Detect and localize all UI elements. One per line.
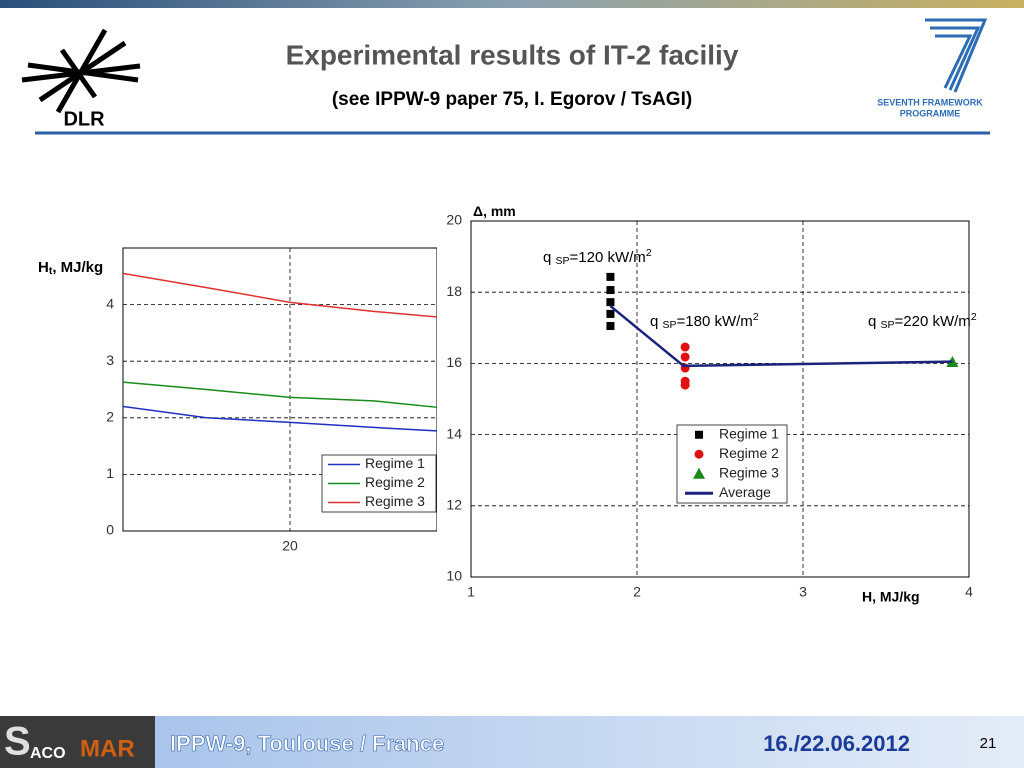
footer-date: 16./22.06.2012 <box>763 731 910 756</box>
legend-label: Regime 1 <box>365 455 425 471</box>
y-tick-label: 4 <box>106 295 114 311</box>
y-axis-label: Δ, mm <box>473 203 516 219</box>
fp7-logo <box>925 18 988 93</box>
text-part: , MJ/kg <box>52 259 103 276</box>
footer-logo: ACO <box>30 745 66 762</box>
data-line <box>122 405 458 433</box>
legend-label: Regime 1 <box>719 425 779 441</box>
marker <box>606 272 615 281</box>
fp7-text: PROGRAMME <box>900 108 961 118</box>
y-tick-label: 12 <box>446 497 462 513</box>
x-tick-label: 3 <box>799 584 807 600</box>
text-part: q <box>650 313 663 330</box>
text-part: SP <box>556 255 570 267</box>
text-part: =120 kW/m <box>570 249 646 266</box>
annotation: q SP=220 kW/m2 <box>868 311 977 331</box>
legend-label: Regime 2 <box>719 445 779 461</box>
marker <box>606 286 615 295</box>
y-tick-label: 2 <box>106 409 114 425</box>
marker <box>606 298 615 307</box>
text-part: q <box>868 313 881 330</box>
annotation: q SP=180 kW/m2 <box>650 311 759 331</box>
footer-logo-box <box>0 716 155 768</box>
marker <box>680 342 690 352</box>
marker <box>680 380 690 390</box>
legend-label: Regime 2 <box>365 474 425 490</box>
chart-panel <box>437 195 985 610</box>
text-part: =220 kW/m <box>895 313 971 330</box>
footer-logo: MAR <box>80 735 135 762</box>
text-part: SP <box>663 319 677 331</box>
x-tick-label: 1 <box>467 584 475 600</box>
fp7-text: SEVENTH FRAMEWORK <box>877 97 983 107</box>
x-tick-label: 2 <box>633 584 641 600</box>
text-part: q <box>543 249 556 266</box>
top-band <box>0 0 1024 8</box>
text-part: =180 kW/m <box>677 313 753 330</box>
y-tick-label: 3 <box>106 352 114 368</box>
marker <box>946 355 959 367</box>
footer-band <box>0 716 1024 768</box>
y-tick-label: 18 <box>446 283 462 299</box>
x-axis-label: H, MJ/kg <box>862 589 920 605</box>
marker <box>680 352 690 362</box>
text-part: t <box>49 265 53 277</box>
slide-title: Experimental results of IT-2 faciliy <box>286 39 739 70</box>
text-part: H <box>38 259 49 276</box>
legend-swatch <box>695 430 703 439</box>
y-tick-label: 14 <box>446 425 462 441</box>
data-line <box>122 381 458 411</box>
annotation: q SP=120 kW/m2 <box>543 247 652 267</box>
text-part: 2 <box>753 311 759 323</box>
y-tick-label: 0 <box>106 522 114 538</box>
marker <box>606 322 615 331</box>
slide-subtitle: (see IPPW-9 paper 75, I. Egorov / TsAGI) <box>332 89 692 110</box>
text-part: 2 <box>646 247 652 259</box>
x-tick-label: 4 <box>965 584 973 600</box>
text-part: 2 <box>971 311 977 323</box>
text-part: SP <box>881 319 895 331</box>
y-tick-label: 16 <box>446 354 462 370</box>
legend-swatch <box>694 449 704 459</box>
y-axis-label: Ht, MJ/kg <box>38 259 103 277</box>
plot-frame <box>470 220 970 578</box>
legend-label: Regime 3 <box>719 464 779 480</box>
footer-logo: S <box>4 720 31 764</box>
y-tick-label: 1 <box>106 465 114 481</box>
page-number: 21 <box>980 735 997 752</box>
data-line <box>609 305 953 368</box>
legend-swatch <box>693 467 705 479</box>
x-tick-label: 20 <box>282 538 298 554</box>
y-tick-label: 20 <box>446 212 462 228</box>
data-line <box>122 272 458 320</box>
legend-label: Average <box>719 484 771 500</box>
marker <box>606 309 615 318</box>
text-part: Δ, mm <box>473 203 516 219</box>
footer-event: IPPW-9, Toulouse / France <box>170 731 444 756</box>
dlr-text: DLR <box>63 108 105 130</box>
dlr-logo <box>21 28 141 114</box>
y-tick-label: 10 <box>446 568 462 584</box>
legend-label: Regime 3 <box>365 493 425 509</box>
